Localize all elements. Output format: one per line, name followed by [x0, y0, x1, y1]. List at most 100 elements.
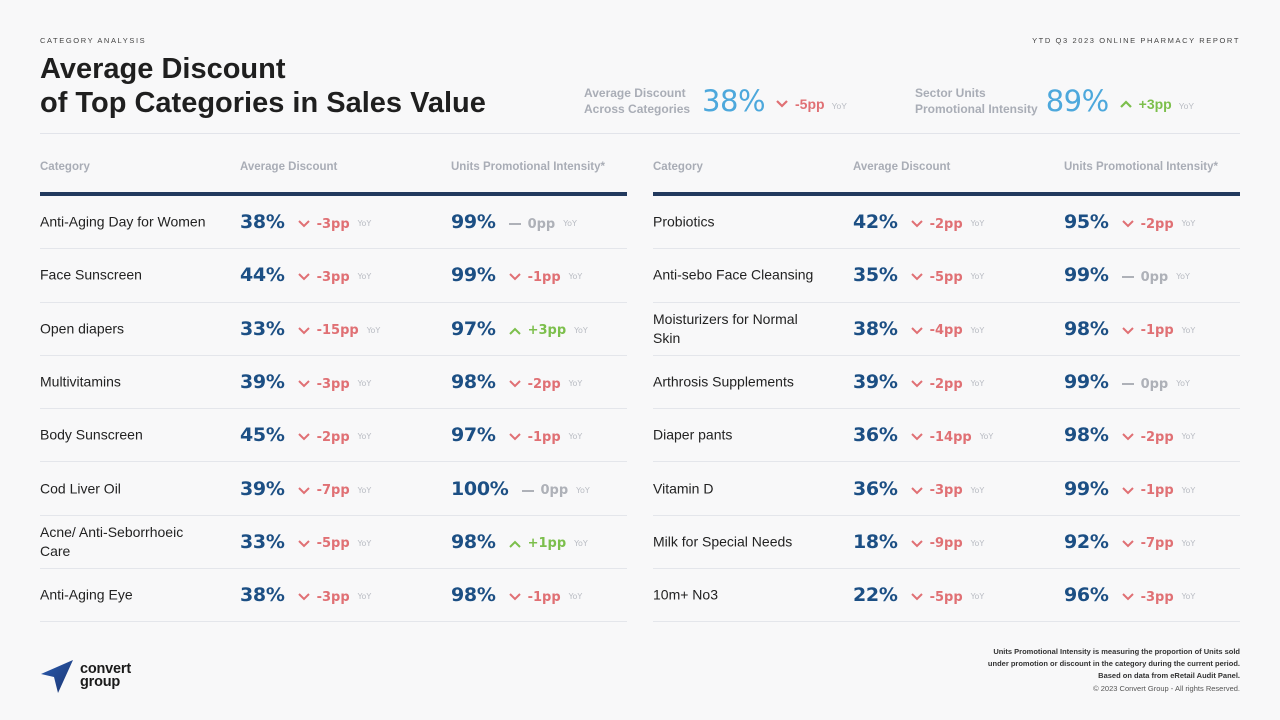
average-discount-cell: 39% -3pp YoY	[240, 371, 371, 393]
category-name: Vitamin D	[653, 480, 714, 497]
average-discount-value: 38%	[853, 317, 898, 340]
table-row: Acne/ Anti-Seborrhoeic Care 33% -5pp YoY 98%…	[40, 516, 627, 570]
table-header: Category Average Discount Units Promotio…	[653, 154, 1240, 192]
promo-intensity-value: 99%	[1064, 371, 1109, 394]
logo-line-2: group	[80, 674, 121, 690]
average-discount-value: 38%	[240, 584, 285, 607]
average-discount-cell: 45% -2pp YoY	[240, 424, 371, 446]
chevron-down-icon	[910, 220, 923, 228]
yoy-label: YoY	[970, 272, 985, 282]
delta-value: +3pp	[527, 323, 567, 339]
yoy-label: YoY	[1181, 538, 1196, 548]
promo-intensity-delta: -2pp	[1121, 217, 1174, 232]
chevron-down-icon	[297, 327, 310, 335]
chevron-down-icon	[776, 100, 788, 108]
promo-intensity-value: 99%	[1064, 264, 1109, 287]
delta-value: -15pp	[316, 323, 359, 339]
yoy-label: YoY	[357, 432, 372, 442]
average-discount-value: 33%	[240, 530, 285, 553]
delta-value: -3pp	[1140, 589, 1174, 605]
table-row: Face Sunscreen 44% -3pp YoY 99% -1pp YoY	[40, 249, 627, 303]
promo-intensity-cell: 95% -2pp YoY	[1064, 211, 1195, 233]
yoy-label: YoY	[1181, 592, 1196, 602]
delta-value: -2pp	[316, 429, 350, 445]
promo-intensity-value: 92%	[1064, 530, 1109, 553]
kpi-value: 38%	[702, 84, 766, 118]
average-discount-delta: -5pp	[910, 270, 963, 285]
chevron-down-icon	[910, 273, 923, 281]
category-name: Probiotics	[653, 213, 715, 230]
yoy-label: YoY	[357, 219, 372, 229]
promo-intensity-delta: -1pp	[508, 590, 561, 605]
footnote-line-1: Units Promotional Intensity is measuring…	[993, 647, 1240, 656]
yoy-label: YoY	[568, 592, 583, 602]
delta-value: -1pp	[1140, 483, 1174, 499]
average-discount-cell: 38% -4pp YoY	[853, 318, 984, 340]
dash-icon	[521, 489, 534, 492]
average-discount-value: 42%	[853, 211, 898, 234]
table-row: Cod Liver Oil 39% -7pp YoY 100% 0pp YoY	[40, 462, 627, 516]
table-row: Anti-Aging Day for Women 38% -3pp YoY 99% 0pp…	[40, 196, 627, 250]
delta-value: -1pp	[1140, 323, 1174, 339]
kpi-yoy-label: YoY	[831, 100, 847, 111]
average-discount-cell: 44% -3pp YoY	[240, 264, 371, 286]
delta-value: -5pp	[929, 269, 963, 285]
average-discount-delta: -2pp	[910, 217, 963, 232]
average-discount-value: 35%	[853, 264, 898, 287]
yoy-label: YoY	[568, 432, 583, 442]
promo-intensity-value: 98%	[451, 530, 496, 553]
convert-group-logo: convert group	[40, 659, 131, 693]
delta-value: -3pp	[316, 589, 350, 605]
yoy-label: YoY	[970, 485, 985, 495]
promo-intensity-value: 98%	[451, 371, 496, 394]
footnote: Units Promotional Intensity is measuring…	[988, 646, 1240, 695]
yoy-label: YoY	[574, 325, 588, 335]
delta-value: -7pp	[316, 483, 350, 499]
yoy-label: YoY	[366, 325, 381, 335]
chevron-down-icon	[1121, 540, 1134, 548]
column-header-average-discount: Average Discount	[853, 161, 951, 173]
average-discount-delta: -5pp	[297, 536, 350, 551]
promo-intensity-cell: 92% -7pp YoY	[1064, 531, 1195, 553]
column-header-promo-intensity: Units Promotional Intensity*	[1064, 161, 1218, 173]
yoy-label: YoY	[568, 379, 583, 389]
chevron-down-icon	[1121, 593, 1134, 601]
delta-value: -1pp	[527, 269, 561, 285]
yoy-label: YoY	[1176, 379, 1190, 389]
average-discount-delta: -9pp	[910, 536, 963, 551]
delta-value: 0pp	[1140, 376, 1169, 392]
delta-value: -1pp	[527, 429, 561, 445]
column-header-promo-intensity: Units Promotional Intensity*	[451, 161, 605, 173]
promo-intensity-delta: -2pp	[508, 377, 561, 392]
promo-intensity-cell: 98% -1pp YoY	[1064, 318, 1195, 340]
yoy-label: YoY	[1181, 432, 1196, 442]
average-discount-delta: -3pp	[297, 270, 350, 285]
category-name: Body Sunscreen	[40, 426, 143, 443]
yoy-label: YoY	[357, 538, 372, 548]
yoy-label: YoY	[576, 485, 590, 495]
category-name: Multivitamins	[40, 373, 121, 390]
chevron-down-icon	[297, 486, 310, 495]
average-discount-delta: -3pp	[297, 590, 350, 605]
chevron-down-icon	[508, 593, 521, 601]
average-discount-delta: -3pp	[297, 377, 350, 392]
promo-intensity-delta: -1pp	[508, 430, 561, 445]
footnote-line-2: under promotion or discount in the categ…	[987, 659, 1240, 668]
title-line-2: of Top Categories in Sales Value	[40, 87, 486, 119]
table-row: Probiotics 42% -2pp YoY 95% -2pp YoY	[653, 196, 1240, 250]
promo-intensity-delta: -1pp	[1121, 483, 1174, 498]
promo-intensity-cell: 99% 0pp YoY	[1064, 264, 1190, 286]
kpi-label-line-2: Across Categories	[584, 102, 691, 116]
delta-value: -7pp	[1140, 536, 1174, 552]
table-row: Anti-Aging Eye 38% -3pp YoY 98% -1pp YoY	[40, 569, 627, 623]
column-header-category: Category	[653, 161, 703, 173]
delta-value: -5pp	[316, 536, 350, 552]
average-discount-delta: -2pp	[910, 377, 963, 392]
kpi-yoy-label: YoY	[1178, 100, 1195, 111]
yoy-label: YoY	[574, 538, 588, 548]
delta-value: -2pp	[929, 376, 963, 392]
promo-intensity-value: 95%	[1064, 211, 1109, 234]
kpi-label: Sector Units Promotional Intensity	[915, 85, 1038, 117]
chevron-down-icon	[297, 220, 310, 228]
average-discount-delta: -15pp	[297, 323, 359, 338]
